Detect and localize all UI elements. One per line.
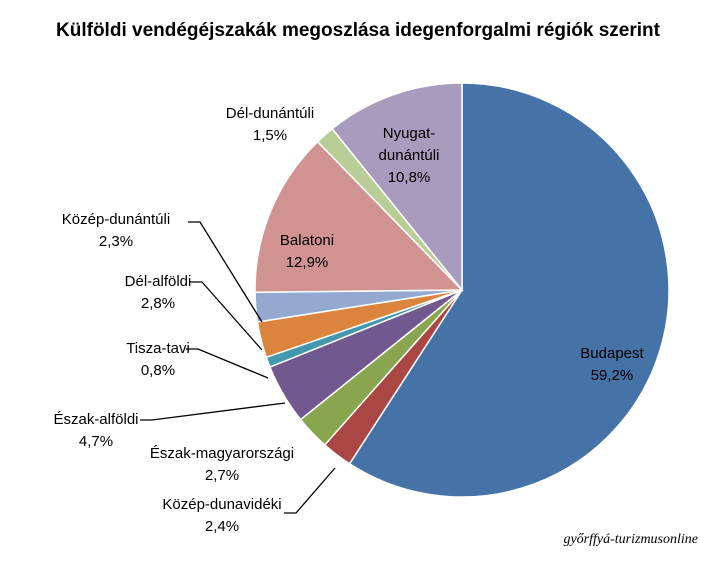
data-label-del-alfoldi: Dél-alföldi 2,8% bbox=[125, 273, 192, 312]
leader-line-tisza-tavi bbox=[186, 348, 269, 379]
pie-slice-balatoni bbox=[254, 140, 464, 294]
data-label-eszak-magyarorszagi: Észak-magyarországi 2,7% bbox=[150, 445, 294, 484]
data-label-budapest: Budapest 59,2% bbox=[580, 345, 644, 384]
chart-title: Külföldi vendégéjszakák megoszlása idege… bbox=[56, 20, 660, 41]
data-label-kozep-dunantuli: Közép-dunántúli 2,3% bbox=[62, 211, 170, 250]
data-label-eszak-alfoldi: Észak-alföldi 4,7% bbox=[53, 411, 138, 450]
data-label-nyugat-dunantuli: Nyugat-dunántúli 10,8% bbox=[379, 125, 440, 186]
pie-slice-budapest bbox=[348, 82, 670, 498]
source-note: győrffyá-turizmusonline bbox=[563, 532, 698, 547]
leader-line-kozep-dunavideki bbox=[284, 467, 336, 514]
leader-line-eszak-alfoldi bbox=[140, 402, 286, 421]
pie-slice-nyugat-dunantuli bbox=[331, 82, 463, 293]
data-label-kozep-dunavideki: Közép-dunavidéki 2,4% bbox=[162, 496, 281, 535]
leader-line-del-alfoldi bbox=[190, 281, 263, 351]
data-label-del-dunantuli: Dél-dunántúli 1,5% bbox=[226, 105, 314, 144]
data-label-balatoni: Balatoni 12,9% bbox=[280, 232, 334, 271]
leader-line-kozep-dunantuli bbox=[188, 221, 263, 323]
data-label-tisza-tavi: Tisza-tavi 0,8% bbox=[126, 340, 190, 379]
